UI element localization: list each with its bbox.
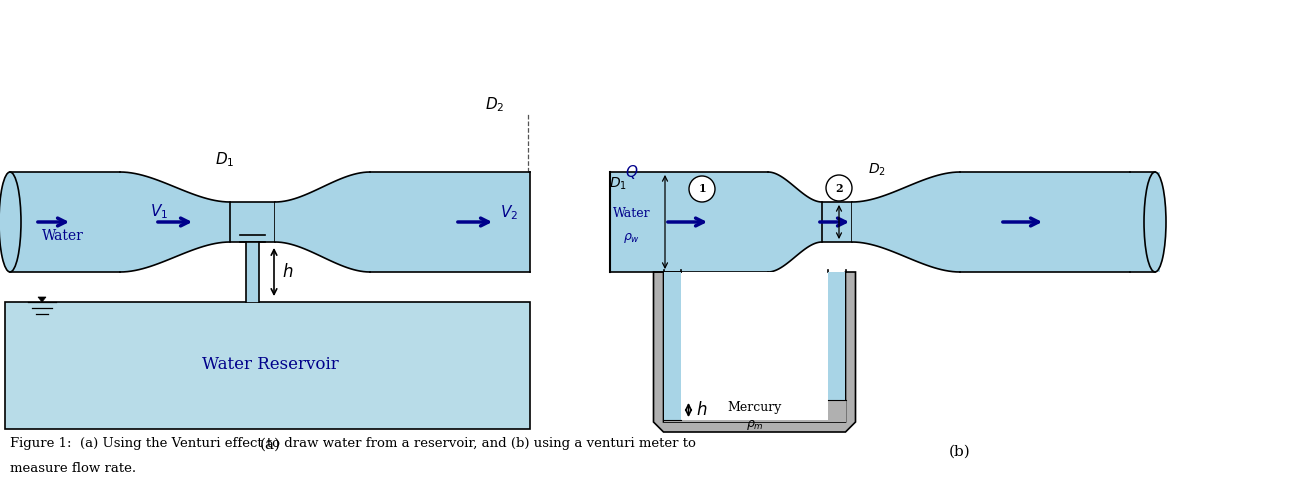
Polygon shape [767, 172, 823, 272]
Bar [664, 272, 681, 420]
Bar [961, 172, 1130, 272]
Text: $V_2$: $V_2$ [501, 203, 518, 222]
Text: 1: 1 [698, 183, 706, 195]
Bar [246, 242, 259, 302]
Polygon shape [653, 272, 855, 432]
Text: $\rho_w$: $\rho_w$ [623, 231, 640, 245]
Bar [230, 202, 275, 242]
Text: Mercury: Mercury [728, 401, 782, 414]
Bar [1130, 172, 1160, 272]
Text: Figure 1:  (a) Using the Venturi effect to draw water from a reservoir, and (b) : Figure 1: (a) Using the Venturi effect t… [11, 437, 696, 450]
Text: 2: 2 [836, 182, 842, 194]
Text: Water Reservoir: Water Reservoir [201, 356, 339, 373]
Ellipse shape [0, 172, 21, 272]
Text: (a): (a) [259, 438, 280, 452]
Text: $D_1$: $D_1$ [215, 150, 235, 169]
Polygon shape [851, 172, 961, 272]
Polygon shape [275, 172, 371, 272]
Polygon shape [38, 297, 46, 302]
Circle shape [689, 176, 715, 202]
Polygon shape [664, 400, 845, 422]
Bar [829, 272, 845, 400]
Polygon shape [681, 272, 829, 422]
Text: $h$: $h$ [283, 263, 293, 281]
Bar [11, 172, 120, 272]
Text: $D_2$: $D_2$ [869, 162, 886, 179]
Text: $D_2$: $D_2$ [485, 95, 505, 114]
Text: Water: Water [614, 207, 650, 220]
Text: $\rho_m$: $\rho_m$ [745, 418, 763, 432]
Text: $D_1$: $D_1$ [610, 176, 627, 193]
Text: Water: Water [42, 229, 84, 243]
Text: $h$: $h$ [696, 401, 708, 419]
Text: (b): (b) [949, 445, 971, 459]
Text: $Q$: $Q$ [625, 163, 639, 181]
Ellipse shape [1144, 172, 1166, 272]
Polygon shape [120, 172, 230, 272]
Text: measure flow rate.: measure flow rate. [11, 462, 137, 475]
Bar [371, 172, 530, 272]
Text: $V_1$: $V_1$ [150, 202, 168, 221]
Bar [5, 302, 530, 429]
Bar [610, 172, 767, 272]
Circle shape [827, 175, 851, 201]
Bar [823, 202, 851, 242]
